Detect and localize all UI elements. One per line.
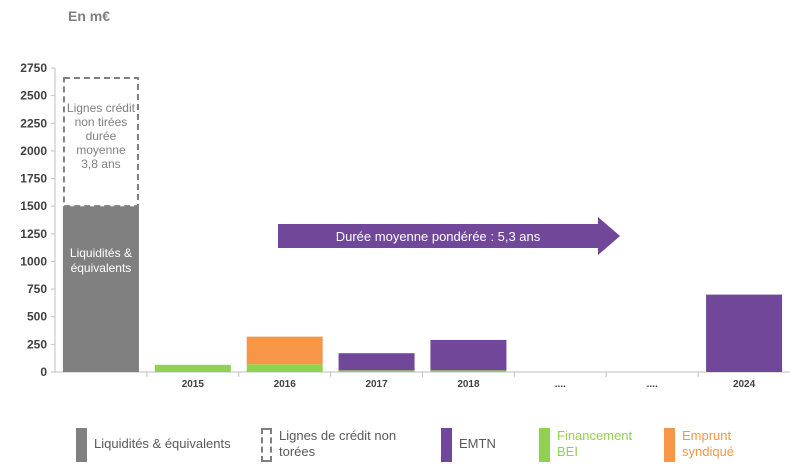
bar-emprunt bbox=[246, 336, 323, 365]
y-tick-label: 2250 bbox=[20, 116, 47, 130]
bar-emtn bbox=[338, 353, 415, 371]
bar-label-lignes-line: non tirées bbox=[75, 115, 128, 129]
bar-label-lignes-line: moyenne bbox=[76, 143, 126, 157]
legend-swatch-emprunt bbox=[664, 428, 675, 462]
y-tick-label: 1000 bbox=[20, 254, 47, 268]
bar-bei bbox=[430, 370, 507, 372]
bar-emtn bbox=[430, 339, 507, 371]
legend-swatch-emtn bbox=[441, 428, 452, 462]
legend-label-bei: Financement BEI bbox=[557, 428, 633, 459]
x-tick-label: 2017 bbox=[365, 379, 388, 390]
x-tick-label: .... bbox=[647, 379, 658, 390]
bar-label-liquidites-line: Liquidités & bbox=[70, 246, 132, 260]
y-tick-label: 2750 bbox=[20, 61, 47, 75]
unit-label: En m€ bbox=[68, 8, 111, 24]
y-tick-label: 1750 bbox=[20, 172, 47, 186]
x-tick-label: 2015 bbox=[182, 379, 205, 390]
legend-label-liquidites: Liquidités & équivalents bbox=[94, 436, 231, 451]
y-tick-label: 250 bbox=[27, 337, 47, 351]
y-tick-label: 1250 bbox=[20, 227, 47, 241]
legend-swatch-lignes bbox=[261, 428, 272, 462]
bar-bei bbox=[246, 364, 323, 372]
bar-chart: 0 250 500 750 1000 1250 1500 1750 2000 2250 2500 27… bbox=[20, 61, 790, 390]
bar-liquidites bbox=[62, 206, 139, 372]
duration-annotation: Durée moyenne pondérée : 5,3 ans bbox=[336, 229, 541, 244]
x-tick-label: .... bbox=[555, 379, 566, 390]
bar-lignes bbox=[62, 76, 139, 208]
x-tick-label: 2016 bbox=[274, 379, 297, 390]
bar-label-liquidites: Liquidités & équivalents bbox=[70, 246, 132, 275]
bar-label-liquidites-line: équivalents bbox=[71, 261, 132, 275]
legend-label-emprunt: Emprunt syndiqué bbox=[682, 428, 735, 459]
y-tick-label: 2000 bbox=[20, 144, 47, 158]
bar-label-lignes-line: Lignes crédit bbox=[67, 101, 136, 115]
legend-item-emprunt: Emprunt syndiqué bbox=[664, 428, 752, 462]
y-tick-label: 2500 bbox=[20, 89, 47, 103]
legend-swatch-liquidites bbox=[76, 428, 87, 462]
legend-swatch-bei bbox=[539, 428, 550, 462]
legend-label-emtn: EMTN bbox=[459, 436, 496, 451]
legend-item-liquidites: Liquidités & équivalents bbox=[76, 428, 244, 462]
y-tick-label: 500 bbox=[27, 310, 47, 324]
legend-item-bei: Financement BEI bbox=[539, 428, 639, 462]
bar-label-lignes-line: 3,8 ans bbox=[81, 157, 120, 171]
y-tick-label: 1500 bbox=[20, 199, 47, 213]
x-tick-label: 2024 bbox=[733, 379, 756, 390]
bar-bei bbox=[338, 370, 415, 372]
legend-item-emtn: EMTN bbox=[441, 428, 519, 462]
bar-emtn bbox=[706, 294, 783, 372]
bar-bei bbox=[154, 364, 231, 372]
duration-arrow bbox=[278, 217, 620, 256]
bar-label-lignes-line: durée bbox=[86, 129, 117, 143]
y-tick-label: 0 bbox=[40, 365, 47, 379]
legend-item-lignes: Lignes de crédit non torées bbox=[261, 428, 419, 462]
chart-legend: Liquidités & équivalents Lignes de crédi… bbox=[0, 428, 800, 464]
bar-label-lignes: Lignes crédit non tirées durée moyenne 3,8 a… bbox=[67, 101, 136, 171]
x-tick-label: 2018 bbox=[457, 379, 480, 390]
legend-label-lignes: Lignes de crédit non torées bbox=[279, 428, 397, 459]
y-tick-label: 750 bbox=[27, 282, 47, 296]
